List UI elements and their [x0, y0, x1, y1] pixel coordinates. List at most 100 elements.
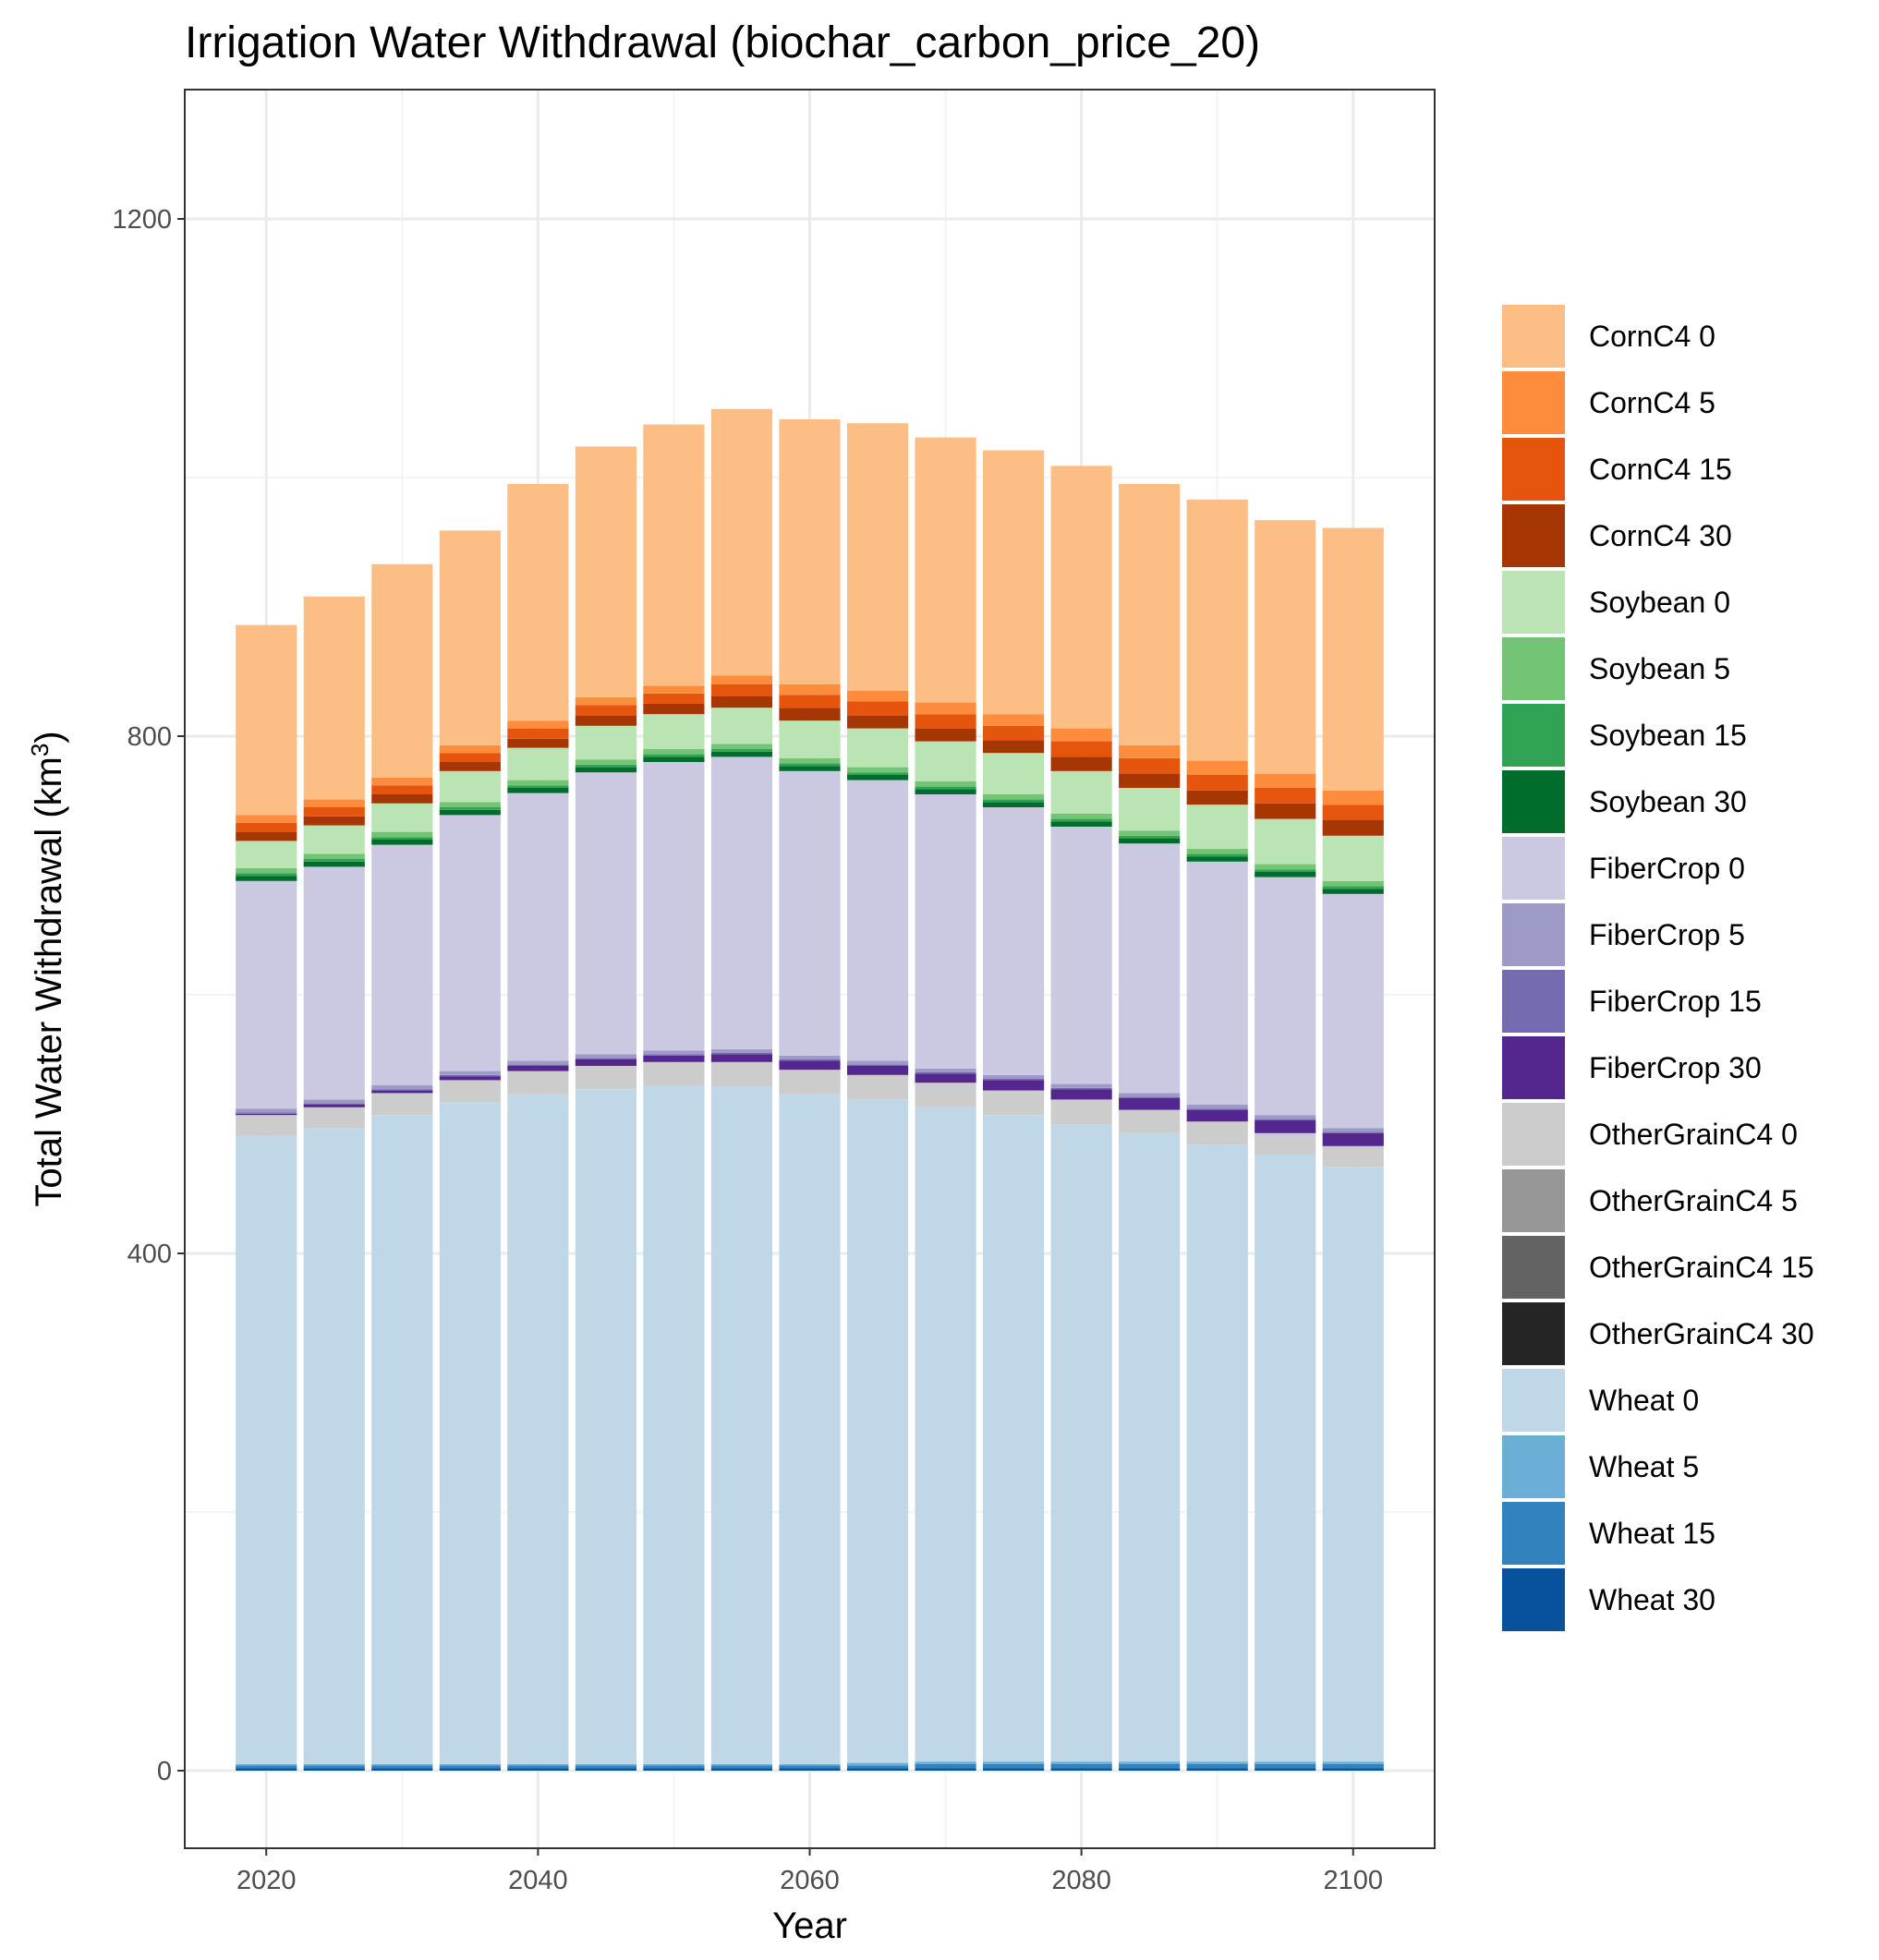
legend-item: CornC4 5 [1502, 371, 1715, 434]
bar-segment-cornc4-0-2045 [575, 446, 636, 697]
bar-segment-wheat-0-2075 [983, 1115, 1045, 1762]
bar-segment-soybean-15-2085 [1119, 835, 1181, 839]
bar-stack-2075 [983, 450, 1045, 1771]
bar-segment-fibercrop-15-2070 [915, 1072, 976, 1074]
legend-item: Soybean 30 [1502, 770, 1747, 833]
bar-segment-cornc4-5-2045 [575, 697, 636, 706]
bar-segment-cornc4-15-2085 [1119, 757, 1181, 774]
legend-item: OtherGrainC4 5 [1502, 1169, 1798, 1232]
legend-item: FiberCrop 30 [1502, 1036, 1762, 1099]
bar-segment-cornc4-0-2035 [439, 530, 501, 745]
legend-label: Soybean 0 [1589, 586, 1730, 619]
chart-title: Irrigation Water Withdrawal (biochar_car… [185, 18, 1260, 67]
bar-segment-soybean-5-2040 [507, 780, 569, 786]
bar-segment-soybean-0-2060 [779, 720, 841, 758]
bar-segment-soybean-15-2020 [236, 873, 297, 877]
bar-segment-wheat-15-2045 [575, 1765, 636, 1769]
bar-segment-cornc4-15-2030 [371, 785, 433, 794]
bar-segment-wheat-30-2060 [779, 1768, 841, 1771]
bar-segment-fibercrop-0-2045 [575, 772, 636, 1055]
bar-segment-soybean-5-2030 [371, 831, 433, 838]
bar-segment-wheat-5-2050 [643, 1764, 705, 1766]
bar-segment-wheat-15-2035 [439, 1765, 501, 1769]
bar-segment-soybean-30-2025 [303, 861, 365, 867]
bar-segment-soybean-5-2100 [1322, 880, 1384, 887]
bar-segment-wheat-15-2085 [1119, 1764, 1181, 1769]
bar-segment-cornc4-30-2020 [236, 831, 297, 841]
bar-segment-soybean-15-2045 [575, 764, 636, 768]
bar-segment-fibercrop-15-2055 [710, 1053, 773, 1055]
bar-stack-2040 [507, 484, 569, 1771]
bar-segment-soybean-0-2085 [1119, 788, 1181, 831]
bar-segment-soybean-15-2100 [1322, 886, 1384, 889]
bar-segment-soybean-15-2030 [371, 837, 433, 840]
bar-segment-wheat-5-2025 [303, 1764, 365, 1766]
legend-label: FiberCrop 5 [1589, 918, 1745, 951]
bar-segment-cornc4-0-2025 [303, 596, 365, 800]
bar-segment-wheat-5-2080 [1050, 1761, 1112, 1764]
bar-segment-soybean-0-2020 [236, 841, 297, 868]
y-tick-label: 1200 [112, 205, 172, 235]
bar-stack-2030 [371, 563, 433, 1771]
bar-segment-wheat-0-2020 [236, 1135, 297, 1764]
bar-segment-fibercrop-5-2100 [1322, 1128, 1384, 1132]
bar-segment-cornc4-15-2070 [915, 714, 976, 729]
bar-segment-cornc4-30-2065 [846, 715, 909, 729]
bar-segment-fibercrop-30-2085 [1119, 1098, 1181, 1110]
bar-segment-wheat-30-2085 [1119, 1768, 1181, 1771]
bar-segment-soybean-5-2095 [1255, 864, 1316, 870]
x-tick-label: 2100 [1324, 1866, 1384, 1895]
bar-segment-soybean-15-2090 [1186, 853, 1248, 857]
bar-stack-2020 [236, 624, 297, 1771]
y-axis-title: Total Water Withdrawal (km3) [26, 731, 69, 1206]
bar-segment-wheat-15-2090 [1186, 1764, 1248, 1769]
bar-segment-fibercrop-0-2085 [1119, 843, 1181, 1094]
bar-segment-othergrainc4-0-2055 [710, 1061, 773, 1087]
bar-segment-fibercrop-30-2090 [1186, 1109, 1248, 1122]
bar-segment-soybean-0-2080 [1050, 770, 1112, 814]
bar-segment-wheat-5-2065 [846, 1762, 909, 1766]
bar-segment-cornc4-5-2020 [236, 815, 297, 823]
y-axis-title-suffix: ) [29, 731, 69, 743]
bar-segment-wheat-30-2080 [1050, 1768, 1112, 1771]
bar-segment-fibercrop-30-2040 [507, 1066, 569, 1071]
bar-segment-soybean-5-2035 [439, 802, 501, 807]
bar-segment-fibercrop-15-2040 [507, 1064, 569, 1066]
bar-segment-cornc4-15-2020 [236, 822, 297, 832]
y-axis-title-superscript: 3 [26, 744, 54, 756]
bar-segment-fibercrop-5-2040 [507, 1060, 569, 1065]
x-tick-label: 2080 [1051, 1866, 1111, 1895]
bar-segment-othergrainc4-0-2085 [1119, 1109, 1181, 1133]
bar-segment-wheat-0-2095 [1255, 1155, 1316, 1762]
bar-segment-soybean-30-2020 [236, 876, 297, 881]
bar-segment-othergrainc4-0-2100 [1322, 1145, 1384, 1168]
bar-segment-soybean-0-2045 [575, 725, 636, 760]
bar-segment-cornc4-30-2045 [575, 715, 636, 726]
bar-segment-soybean-30-2080 [1050, 821, 1112, 827]
bar-segment-soybean-5-2055 [710, 744, 773, 749]
bar-segment-fibercrop-15-2035 [439, 1074, 501, 1077]
bar-segment-fibercrop-0-2030 [371, 844, 433, 1085]
bar-segment-soybean-0-2030 [371, 803, 433, 832]
bar-segment-wheat-30-2035 [439, 1768, 501, 1771]
bar-segment-wheat-0-2070 [915, 1107, 976, 1762]
bar-segment-soybean-5-2050 [643, 749, 705, 755]
legend-key [1502, 1103, 1565, 1166]
legend-label: Wheat 0 [1589, 1384, 1699, 1417]
bar-segment-wheat-5-2045 [575, 1764, 636, 1766]
bar-segment-cornc4-0-2085 [1119, 484, 1181, 745]
bar-segment-cornc4-30-2070 [915, 728, 976, 742]
bar-segment-othergrainc4-0-2070 [915, 1083, 976, 1107]
bar-segment-fibercrop-5-2035 [439, 1071, 501, 1075]
bar-segment-wheat-0-2090 [1186, 1144, 1248, 1762]
bar-segment-wheat-30-2070 [915, 1768, 976, 1771]
x-axis-title: Year [772, 1906, 847, 1946]
bar-stack-2055 [710, 408, 773, 1771]
bar-segment-cornc4-30-2025 [303, 816, 365, 826]
bar-segment-fibercrop-15-2060 [779, 1059, 841, 1061]
bar-segment-wheat-15-2050 [643, 1765, 705, 1769]
bar-segment-soybean-30-2060 [779, 766, 841, 771]
bar-segment-cornc4-30-2035 [439, 762, 501, 771]
bar-segment-othergrainc4-0-2090 [1186, 1121, 1248, 1145]
